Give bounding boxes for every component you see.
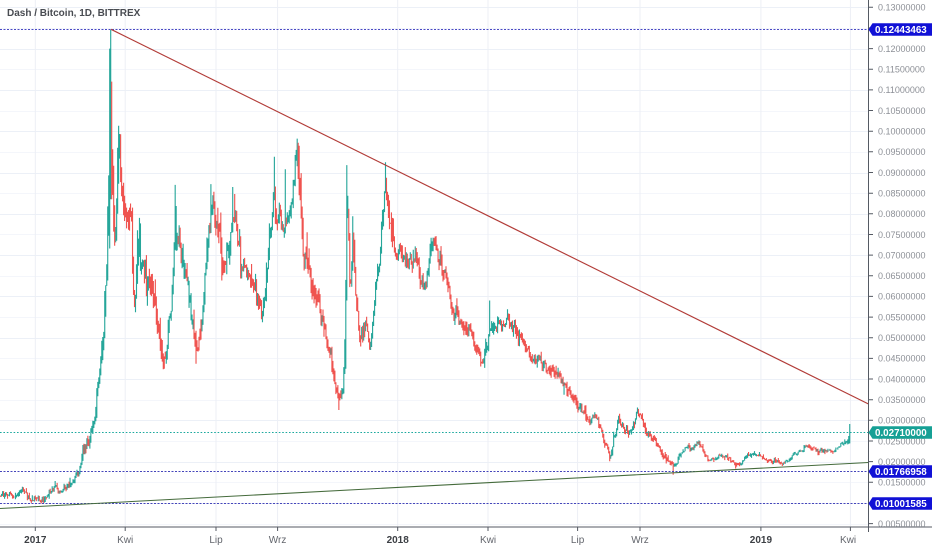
svg-text:2017: 2017 — [24, 535, 47, 546]
svg-text:0.12443463: 0.12443463 — [875, 25, 927, 36]
svg-text:0.05000000: 0.05000000 — [878, 333, 926, 343]
svg-text:0.06500000: 0.06500000 — [878, 271, 926, 281]
svg-text:Lip: Lip — [209, 535, 223, 546]
svg-text:0.06000000: 0.06000000 — [878, 292, 926, 302]
svg-text:0.13000000: 0.13000000 — [878, 3, 926, 13]
svg-text:0.10500000: 0.10500000 — [878, 106, 926, 116]
svg-text:Kwi: Kwi — [840, 535, 856, 546]
svg-text:Dash / Bitcoin, 1D, BITTREX: Dash / Bitcoin, 1D, BITTREX — [7, 8, 141, 19]
svg-text:Kwi: Kwi — [480, 535, 496, 546]
svg-text:0.11500000: 0.11500000 — [878, 65, 925, 75]
svg-text:0.12000000: 0.12000000 — [878, 44, 926, 54]
svg-text:2018: 2018 — [387, 535, 410, 546]
svg-text:0.00500000: 0.00500000 — [878, 519, 926, 529]
svg-text:2019: 2019 — [750, 535, 773, 546]
svg-text:Wrz: Wrz — [269, 535, 287, 546]
svg-text:Lip: Lip — [571, 535, 585, 546]
svg-text:0.07500000: 0.07500000 — [878, 230, 926, 240]
svg-text:0.02000000: 0.02000000 — [878, 457, 926, 467]
svg-text:0.05500000: 0.05500000 — [878, 312, 926, 322]
svg-text:0.02710000: 0.02710000 — [875, 428, 927, 439]
svg-text:0.01500000: 0.01500000 — [878, 478, 926, 488]
svg-text:0.03500000: 0.03500000 — [878, 395, 926, 405]
svg-text:0.08500000: 0.08500000 — [878, 189, 926, 199]
svg-text:Wrz: Wrz — [631, 535, 649, 546]
svg-text:0.04500000: 0.04500000 — [878, 354, 926, 364]
svg-text:0.07000000: 0.07000000 — [878, 250, 926, 260]
svg-text:0.04000000: 0.04000000 — [878, 374, 926, 384]
svg-text:0.09000000: 0.09000000 — [878, 168, 926, 178]
svg-text:0.09500000: 0.09500000 — [878, 147, 926, 157]
svg-text:0.10000000: 0.10000000 — [878, 127, 926, 137]
svg-text:0.03000000: 0.03000000 — [878, 416, 926, 426]
svg-text:0.01766958: 0.01766958 — [875, 467, 927, 478]
svg-text:0.02500000: 0.02500000 — [878, 436, 926, 446]
svg-text:0.08000000: 0.08000000 — [878, 209, 926, 219]
svg-text:0.01001585: 0.01001585 — [875, 499, 927, 510]
svg-text:Kwi: Kwi — [117, 535, 133, 546]
svg-text:0.11000000: 0.11000000 — [878, 85, 925, 95]
